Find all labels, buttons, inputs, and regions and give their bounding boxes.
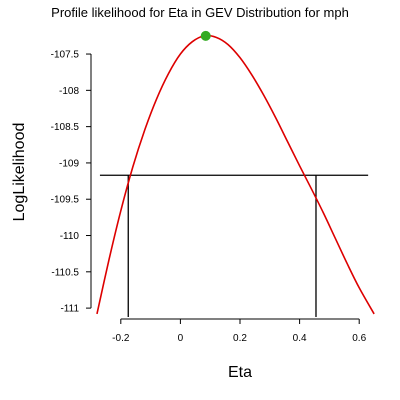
chart-title: Profile likelihood for Eta in GEV Distri… <box>51 5 349 20</box>
y-tick-label: -111 <box>60 304 79 315</box>
axes: -0.2 0 0.2 0.4 0.6 -107.5 -108 -108.5 -109 -109.… <box>51 50 367 344</box>
y-tick-label: -110 <box>60 231 80 242</box>
y-tick-label: -109 <box>59 158 79 169</box>
y-tick-label: -110.5 <box>51 267 79 278</box>
maximum-point <box>200 30 211 41</box>
y-tick-label: -107.5 <box>51 50 80 61</box>
likelihood-curve <box>96 34 375 315</box>
x-tick-label: 0 <box>178 333 184 344</box>
x-tick-label: -0.2 <box>112 333 130 344</box>
reference-lines <box>99 174 369 317</box>
x-tick-label: 0.2 <box>233 333 247 344</box>
y-tick-label: -108 <box>59 86 79 97</box>
plot-area <box>96 30 375 317</box>
y-tick-label: -108.5 <box>51 122 80 133</box>
y-ticks: -107.5 -108 -108.5 -109 -109.5 -110 -110.5 -111 <box>51 50 91 315</box>
y-tick-label: -109.5 <box>51 195 80 206</box>
x-tick-label: 0.4 <box>293 333 307 344</box>
y-axis-label: LogLikelihood <box>11 123 28 222</box>
x-ticks: -0.2 0 0.2 0.4 0.6 <box>112 319 367 344</box>
x-axis-label: Eta <box>228 364 252 381</box>
x-tick-label: 0.6 <box>352 333 366 344</box>
